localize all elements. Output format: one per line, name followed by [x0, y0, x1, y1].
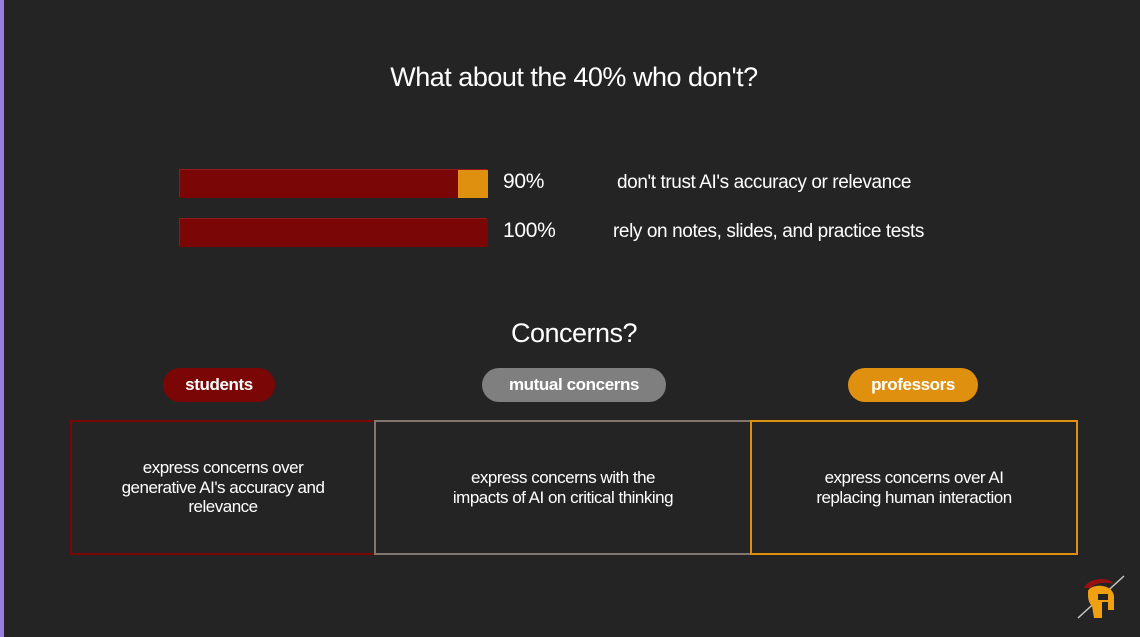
students-label: students — [163, 368, 275, 402]
progress-bar-accent — [458, 170, 488, 198]
professors-concern-text: express concerns over AI replacing human… — [816, 468, 1012, 507]
students-concern-text: express concerns over generative AI's ac… — [121, 458, 325, 517]
trojan-helmet-icon — [1077, 575, 1125, 619]
students-concern-box: express concerns over generative AI's ac… — [70, 420, 376, 555]
mutual-concern-box: express concerns with the impacts of AI … — [374, 420, 752, 555]
stat-percent: 100% — [503, 219, 556, 242]
stat-description: don't trust AI's accuracy or relevance — [617, 172, 912, 193]
progress-bar — [179, 218, 488, 247]
section-title: Concerns? — [510, 318, 638, 348]
stat-description: rely on notes, slides, and practice test… — [613, 221, 924, 242]
stat-percent: 90% — [503, 170, 545, 193]
progress-bar-fill — [180, 170, 458, 198]
mutual-concerns-label: mutual concerns — [482, 368, 666, 402]
professors-label: professors — [848, 368, 978, 402]
progress-bar-fill — [180, 219, 488, 247]
progress-bar — [179, 169, 488, 198]
slide-title: What about the 40% who don't? — [390, 62, 758, 92]
professors-concern-box: express concerns over AI replacing human… — [750, 420, 1078, 555]
left-edge-accent — [0, 0, 4, 637]
mutual-concern-text: express concerns with the impacts of AI … — [452, 468, 674, 507]
